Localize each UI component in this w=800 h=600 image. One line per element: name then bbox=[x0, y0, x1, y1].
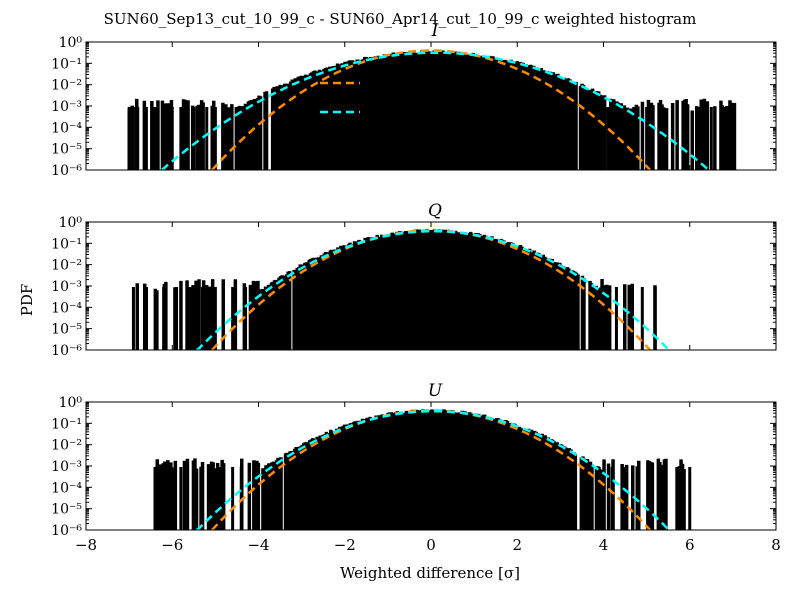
y-tick-label: 10⁻⁵ bbox=[51, 502, 82, 518]
y-tick-label: 10⁻⁴ bbox=[51, 480, 82, 496]
figure-suptitle: SUN60_Sep13_cut_10_99_c - SUN60_Apr14_cu… bbox=[104, 10, 697, 28]
y-tick-label: 10⁻⁴ bbox=[51, 120, 82, 136]
x-tick-label: 6 bbox=[685, 536, 695, 554]
panel-i: I 10⁻⁶ 10⁻⁵ 10⁻⁴ 10⁻³ 10⁻² 10⁻¹ 10⁰ White noise F… bbox=[51, 21, 777, 179]
panel-title: U bbox=[428, 381, 443, 401]
y-tick-label: 10⁻⁴ bbox=[51, 300, 82, 316]
y-tick-label: 10⁻¹ bbox=[51, 416, 82, 432]
x-tick-label: −2 bbox=[334, 536, 356, 554]
x-tick-label: −6 bbox=[161, 536, 183, 554]
y-tick-label: 10⁻⁵ bbox=[51, 142, 82, 158]
y-tick-label: 10⁻² bbox=[51, 258, 82, 274]
series-white-noise bbox=[211, 409, 652, 530]
plot-area-u bbox=[153, 409, 692, 530]
x-tick-label: 0 bbox=[426, 536, 436, 554]
legend-swatch bbox=[319, 132, 361, 148]
legend: White noise Fitted Gaussian Data bbox=[319, 72, 529, 152]
series-white-noise bbox=[211, 49, 652, 170]
x-tick-label: 4 bbox=[599, 536, 609, 554]
legend-label: Fitted Gaussian bbox=[377, 101, 529, 123]
panel-u: U −8 −6 −4 −2 0 2 4 6 8 10⁻⁶ 10⁻⁵ 10⁻⁴ 10⁻³ 10⁻² 10⁻¹ 10… bbox=[51, 381, 781, 554]
y-tick-label: 10⁻⁵ bbox=[51, 322, 82, 338]
y-tick-label: 10⁰ bbox=[59, 35, 83, 51]
x-tick-label: 8 bbox=[771, 536, 781, 554]
panels: I 10⁻⁶ 10⁻⁵ 10⁻⁴ 10⁻³ 10⁻² 10⁻¹ 10⁰ White noise F… bbox=[51, 21, 781, 554]
y-tick-label: 10⁻⁶ bbox=[51, 523, 82, 539]
x-tick-label: 2 bbox=[512, 536, 522, 554]
x-tick-label: −4 bbox=[247, 536, 269, 554]
y-tick-label: 10⁻³ bbox=[51, 459, 82, 475]
panel-title: I bbox=[431, 21, 439, 41]
y-tick-label: 10⁻³ bbox=[51, 279, 82, 295]
y-tick-label: 10⁰ bbox=[59, 215, 83, 231]
plot-area-q bbox=[131, 228, 670, 350]
series-white-noise bbox=[211, 229, 652, 350]
y-tick-label: 10⁻³ bbox=[51, 99, 82, 115]
y-tick-label: 10⁰ bbox=[59, 395, 83, 411]
data-histogram bbox=[154, 409, 686, 530]
plot-area-i bbox=[127, 49, 737, 170]
legend-label: White noise bbox=[377, 72, 491, 94]
y-tick-label: 10⁻¹ bbox=[51, 236, 82, 252]
y-axis-label: PDF bbox=[18, 284, 36, 317]
panel-title: Q bbox=[428, 201, 442, 221]
y-tick-label: 10⁻¹ bbox=[51, 56, 82, 72]
x-axis-label: Weighted difference [σ] bbox=[340, 564, 520, 582]
legend-label: Data bbox=[377, 130, 423, 152]
y-tick-label: 10⁻² bbox=[51, 438, 82, 454]
y-tick-label: 10⁻⁶ bbox=[51, 163, 82, 179]
x-tick-label: −8 bbox=[75, 536, 97, 554]
y-tick-label: 10⁻² bbox=[51, 78, 82, 94]
series-fitted-gaussian bbox=[161, 51, 710, 170]
y-tick-label: 10⁻⁶ bbox=[51, 343, 82, 359]
panel-q: Q 10⁻⁶ 10⁻⁵ 10⁻⁴ 10⁻³ 10⁻² 10⁻¹ 10⁰ bbox=[51, 201, 777, 359]
